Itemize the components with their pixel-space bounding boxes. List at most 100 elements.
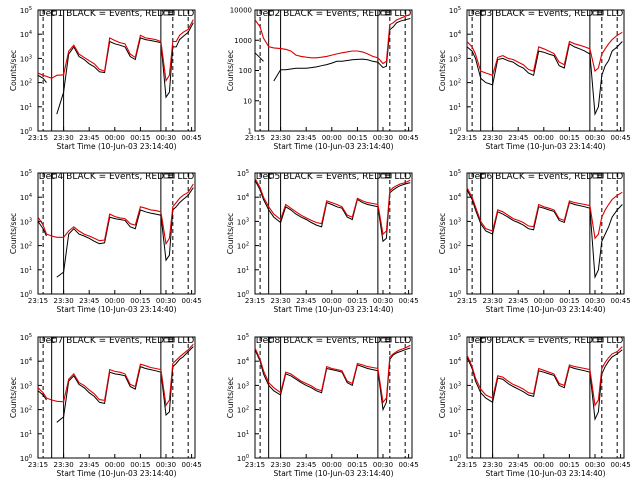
y-tick-label: 100 — [237, 454, 249, 463]
y-tick-label: 100 — [20, 127, 32, 136]
x-axis-label: Start Time (10-Jun-03 23:14:40) — [486, 469, 606, 478]
series-lld — [37, 19, 194, 83]
y-tick-label: 103 — [20, 54, 32, 63]
y-tick-label: 102 — [20, 406, 32, 415]
y-tick-label: 1000 — [234, 37, 252, 45]
x-tick-label: 23:30 — [483, 297, 503, 305]
x-tick-label: 00:45 — [398, 461, 418, 469]
x-tick-label: 00:15 — [130, 134, 150, 142]
series-events — [254, 180, 411, 243]
y-axis-label: Counts/sec — [438, 377, 447, 418]
y-tick-label: 102 — [449, 79, 461, 88]
panel-8: Det 8 BLACK = Events, RED = LLD 100 101 102… — [226, 333, 419, 478]
y-tick-label: 101 — [449, 266, 461, 275]
y-tick-label: 103 — [20, 217, 32, 226]
y-tick-label: 105 — [20, 6, 32, 15]
panel-title: Det 2 BLACK = Events, RED = LLD — [256, 9, 412, 19]
x-tick-label: 23:15 — [245, 297, 265, 305]
x-tick-label: 00:00 — [105, 134, 125, 142]
x-axis-label: Start Time (10-Jun-03 23:14:40) — [57, 305, 177, 314]
y-tick-label: 10 — [243, 97, 252, 105]
y-tick-label: 104 — [237, 357, 249, 366]
top-marker — [385, 337, 392, 343]
panel-title: Det 7 BLACK = Events, RED = LLD — [39, 336, 195, 346]
top-marker — [267, 10, 274, 16]
y-tick-label: 105 — [237, 333, 249, 342]
panel-title: Det 3 BLACK = Events, RED = LLD — [468, 9, 624, 19]
plot-frame — [37, 336, 196, 459]
y-tick-label: 102 — [20, 79, 32, 88]
y-tick-label: 103 — [449, 381, 461, 390]
y-tick-label: 100 — [239, 67, 252, 75]
x-tick-label: 23:15 — [457, 134, 477, 142]
x-tick-label: 00:45 — [398, 297, 418, 305]
series-events — [254, 347, 411, 412]
x-tick-label: 23:30 — [54, 134, 74, 142]
x-tick-label: 00:45 — [181, 134, 201, 142]
x-tick-label: 23:15 — [457, 297, 477, 305]
x-tick-label: 23:45 — [296, 297, 316, 305]
top-marker — [50, 337, 57, 343]
top-marker — [168, 173, 175, 179]
y-tick-label: 102 — [449, 242, 461, 251]
series-events — [37, 346, 194, 423]
panel-5: Det 5 BLACK = Events, RED = LLD 100 101 102… — [226, 169, 419, 314]
top-marker — [597, 337, 604, 343]
x-tick-label: 23:30 — [54, 461, 74, 469]
y-axis-label: Counts/sec — [226, 213, 235, 254]
x-tick-label: 23:30 — [271, 297, 291, 305]
x-tick-label: 23:45 — [508, 134, 528, 142]
series-lld — [254, 178, 411, 236]
y-tick-label: 101 — [449, 430, 461, 439]
y-tick-label: 105 — [449, 169, 461, 178]
plot-frame — [254, 9, 413, 132]
y-tick-label: 100 — [449, 290, 461, 299]
y-tick-label: 102 — [20, 242, 32, 251]
x-tick-label: 23:30 — [271, 461, 291, 469]
x-tick-label: 00:00 — [105, 461, 125, 469]
y-axis-label: Counts/sec — [9, 50, 18, 91]
x-tick-label: 23:15 — [245, 461, 265, 469]
top-marker — [479, 337, 486, 343]
x-tick-label: 00:30 — [373, 297, 393, 305]
y-tick-label: 100 — [449, 127, 461, 136]
x-tick-label: 00:15 — [347, 297, 367, 305]
x-tick-label: 00:15 — [347, 134, 367, 142]
y-tick-label: 103 — [449, 54, 461, 63]
series-events — [466, 41, 623, 117]
top-marker — [385, 10, 392, 16]
x-tick-label: 00:15 — [559, 461, 579, 469]
top-marker — [597, 173, 604, 179]
x-tick-label: 00:45 — [610, 461, 630, 469]
y-tick-label: 100 — [20, 454, 32, 463]
x-axis-label: Start Time (10-Jun-03 23:14:40) — [274, 469, 394, 478]
panel-title: Det 4 BLACK = Events, RED = LLD — [39, 172, 195, 182]
top-marker — [479, 173, 486, 179]
panel-6: Det 6 BLACK = Events, RED = LLD 100 101 102… — [438, 169, 631, 314]
panel-4: Det 4 BLACK = Events, RED = LLD 100 101 102… — [9, 169, 202, 314]
top-marker — [267, 337, 274, 343]
plot-frame — [466, 172, 625, 295]
series-lld — [466, 31, 623, 77]
top-marker — [168, 337, 175, 343]
x-tick-label: 23:45 — [296, 134, 316, 142]
series-events — [37, 22, 194, 115]
x-tick-label: 23:15 — [245, 134, 265, 142]
series-lld — [466, 187, 623, 240]
series-events — [466, 189, 623, 280]
series-lld — [254, 344, 411, 404]
x-tick-label: 23:45 — [79, 461, 99, 469]
y-axis-label: Counts/sec — [226, 377, 235, 418]
panel-2: Det 2 BLACK = Events, RED = LLD 1 10 100 100… — [226, 7, 419, 152]
x-tick-label: 00:30 — [585, 297, 605, 305]
y-tick-label: 104 — [20, 193, 32, 202]
y-tick-label: 101 — [20, 103, 32, 112]
x-tick-label: 00:45 — [610, 134, 630, 142]
top-marker — [597, 10, 604, 16]
x-axis-label: Start Time (10-Jun-03 23:14:40) — [486, 142, 606, 151]
x-tick-label: 23:45 — [296, 461, 316, 469]
x-axis-label: Start Time (10-Jun-03 23:14:40) — [57, 142, 177, 151]
y-tick-label: 104 — [449, 357, 461, 366]
x-tick-label: 00:30 — [156, 297, 176, 305]
series-events — [466, 349, 623, 422]
